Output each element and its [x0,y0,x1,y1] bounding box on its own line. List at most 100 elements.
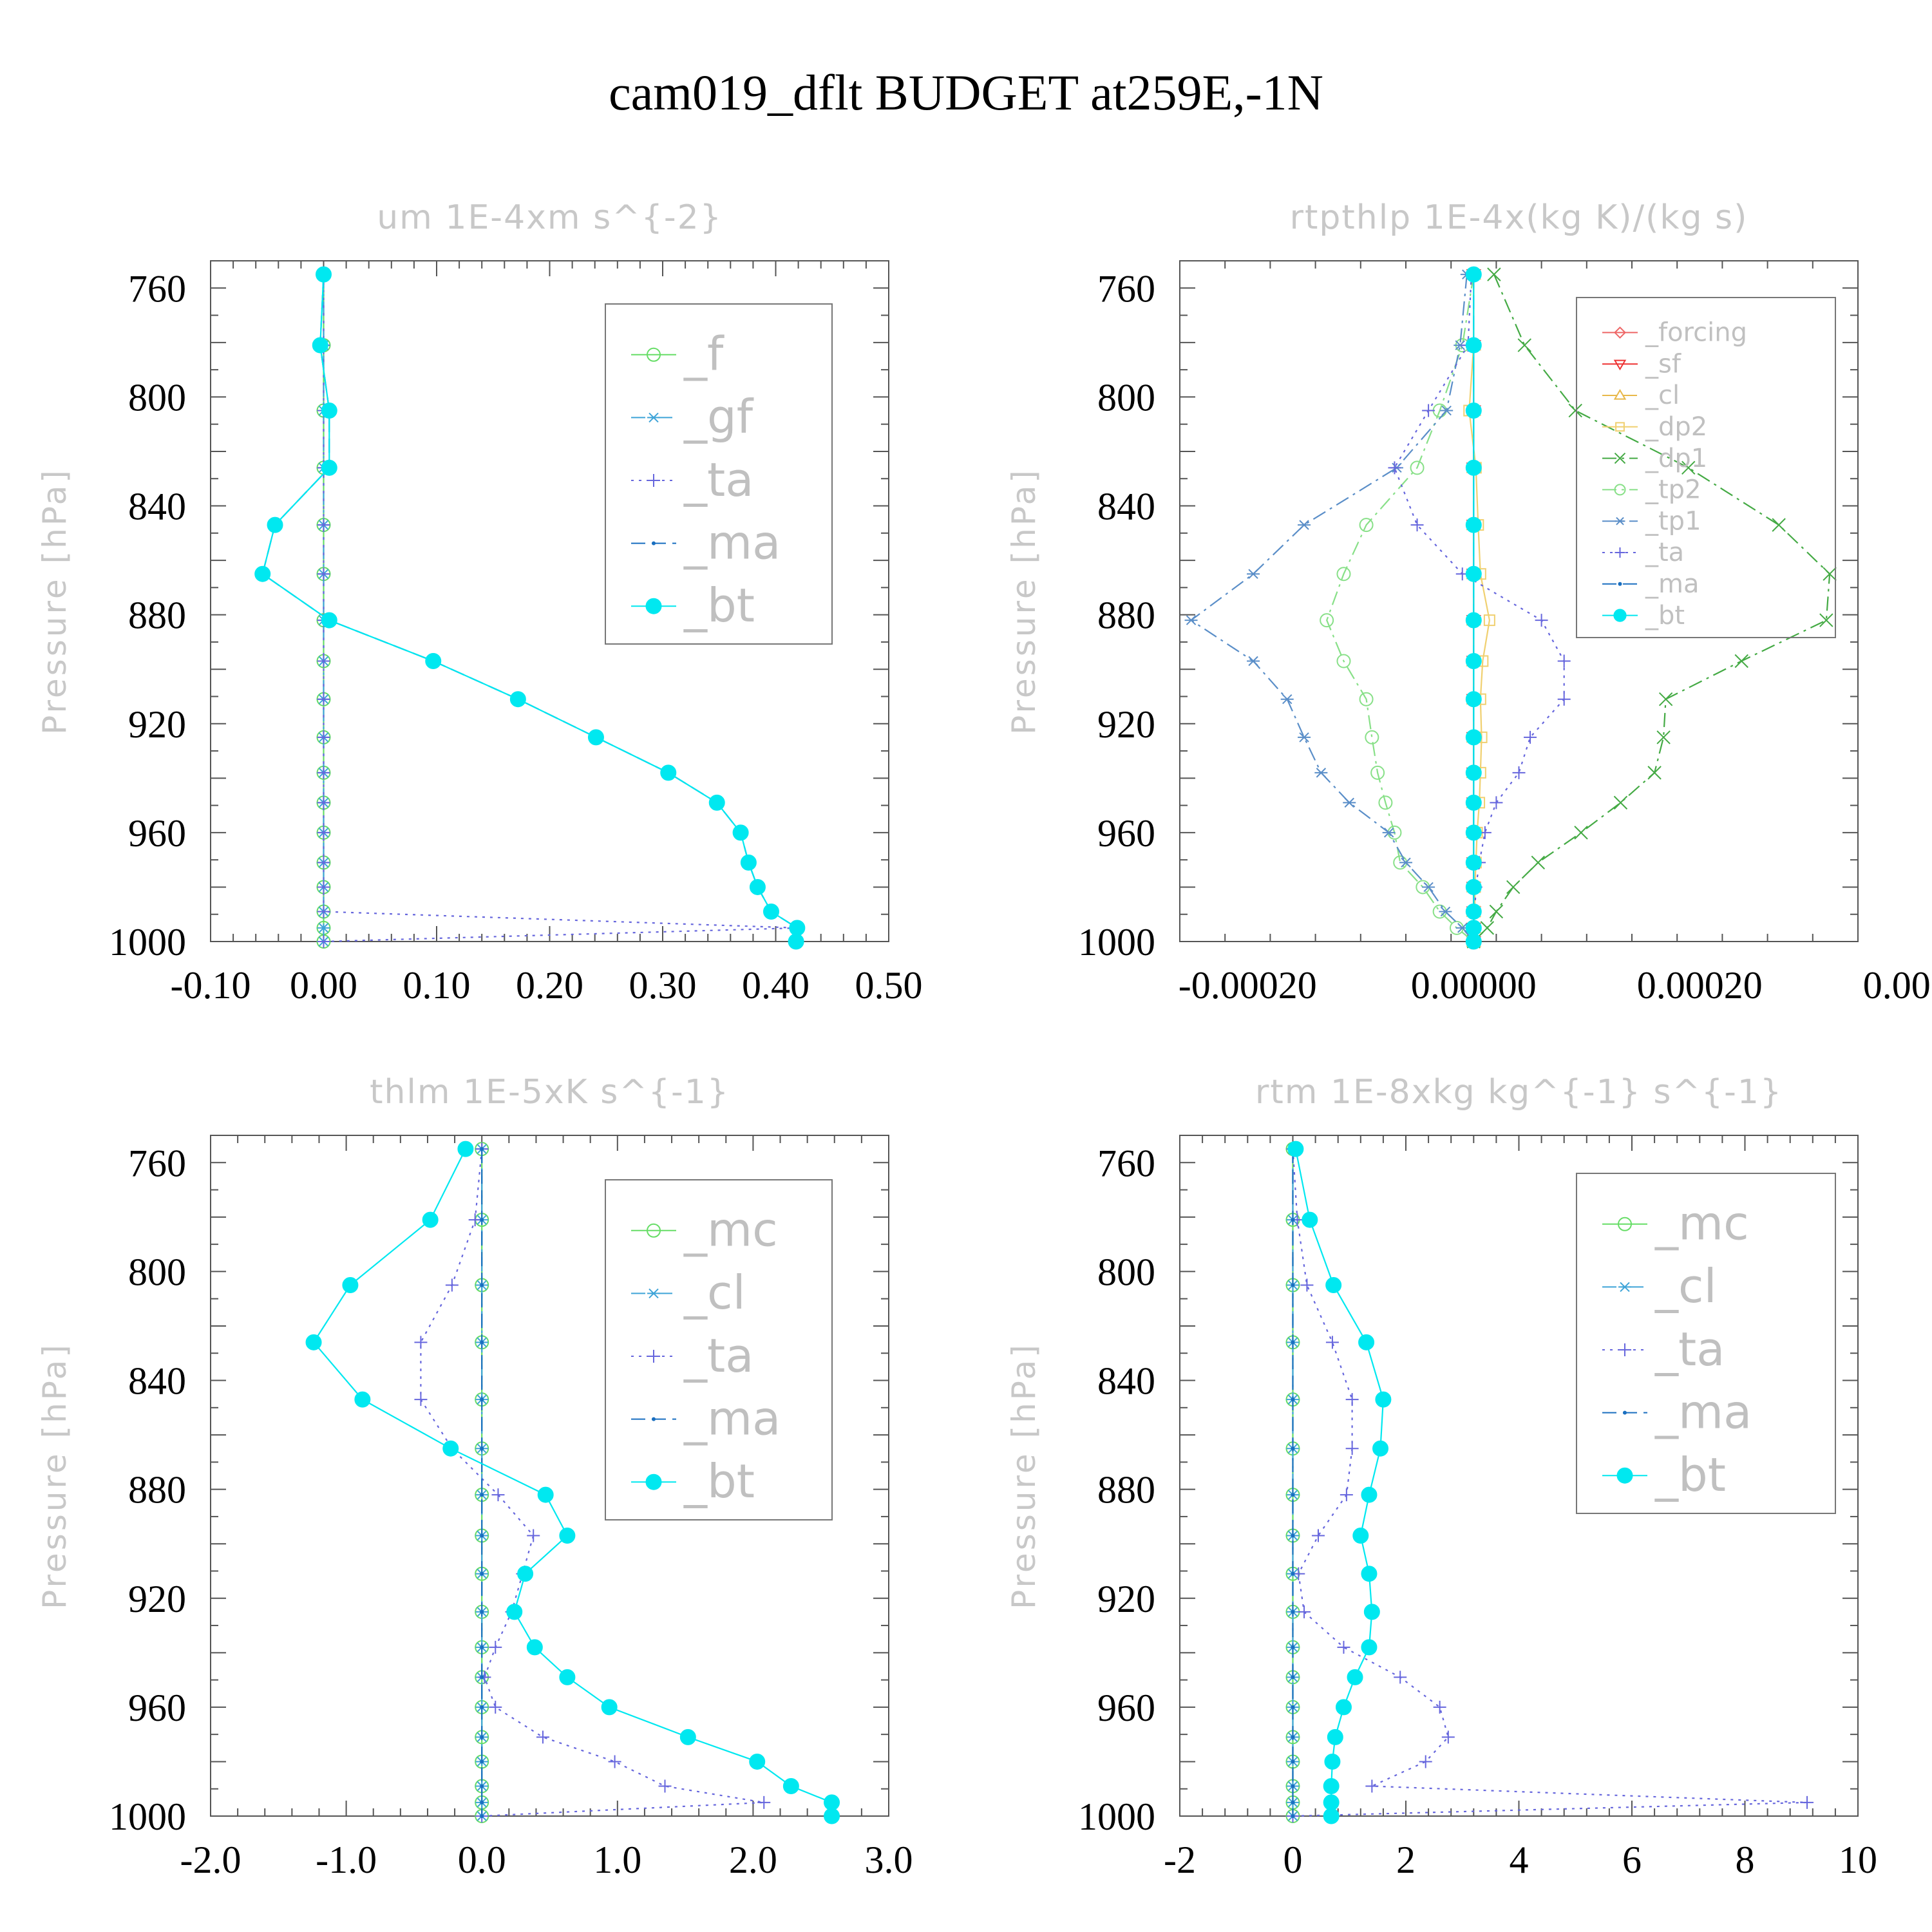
data-point [1298,1605,1311,1618]
legend-swatch-marker [647,1223,661,1238]
panel-title: rtm 1E-8xkg kg^{-1} s^{-1} [1255,1073,1783,1112]
data-point [305,1334,322,1350]
data-point [1323,1777,1340,1794]
data-point [1382,828,1396,838]
y-tick-label: 1000 [109,921,186,963]
y-tick-label: 920 [1097,1578,1155,1620]
data-point [317,518,330,532]
x-tick-label: 0.10 [403,964,471,1007]
data-point [480,1675,484,1680]
data-point [1465,824,1482,841]
data-point [1247,569,1260,579]
y-tick-label: 960 [128,812,186,855]
data-point [1302,1211,1318,1228]
data-point [480,1645,484,1649]
data-point [732,824,749,841]
data-point [1378,795,1393,810]
data-point [757,1795,771,1809]
chart-panel-3: thlm 1E-5xK s^{-1} Pressure [hPa] 760 800 84… [36,1073,913,1881]
x-tick-label: 0 [1283,1839,1303,1881]
data-point [480,1735,484,1739]
data-point [1568,403,1582,418]
data-point [1291,1340,1295,1345]
data-point [1336,654,1351,668]
data-point [480,1493,484,1497]
data-point [1410,518,1424,532]
data-point [1291,1705,1295,1709]
data-point [316,266,332,283]
data-point [1465,266,1482,283]
legend-swatch-marker [1618,1343,1631,1356]
legend-swatch-marker [645,598,662,614]
data-point [1465,729,1482,746]
series-tp2 [1320,267,1481,949]
data-point [1352,1528,1369,1544]
data-point [1465,854,1482,871]
data-point [1325,1277,1342,1294]
data-point [317,826,330,839]
data-point [1441,1730,1455,1744]
data-point [480,1814,484,1818]
plot-frame [1179,1135,1859,1817]
x-tick-label: 0.00020 [1637,964,1763,1007]
data-point [1465,933,1482,950]
data-point [1656,730,1671,744]
data-point [321,612,337,629]
legend-swatch-marker [1615,422,1625,432]
y-tick-label: 840 [1097,486,1155,528]
data-point [1325,1336,1339,1349]
data-point [1535,614,1548,627]
data-point [1465,565,1482,582]
legend-swatch-marker [1615,516,1625,526]
data-point [1340,1488,1353,1502]
data-point [480,1283,484,1287]
data-point [1291,1533,1295,1538]
data-point [1372,1440,1389,1457]
data-point [1291,1800,1295,1804]
data-point [1801,1795,1814,1809]
legend-swatch-marker [1613,389,1627,400]
x-tick-label: 3.0 [865,1839,913,1881]
y-tick-label: 880 [1097,594,1155,637]
data-point [1489,904,1504,919]
legend-swatch-marker [1618,582,1622,586]
data-point [480,1705,484,1709]
legend: _forcing_sf_cl_dp2_dp1_tp2_tp1_ta_ma_bt [1576,297,1836,638]
data-point [1574,826,1588,840]
legend-swatch-marker [647,1350,660,1363]
series-line [1294,1148,1385,1816]
data-point [788,933,804,950]
data-point [1419,1755,1432,1768]
plot-frame [1179,260,1859,942]
data-point [442,1440,459,1457]
data-point [317,935,330,948]
legend-swatch-marker [647,474,660,487]
legend: _mc _cl _ta _ma _bt [605,1179,833,1520]
legend-box [605,303,833,645]
data-point [1323,1794,1340,1811]
data-point [1311,1529,1325,1542]
data-point [782,1777,799,1794]
y-tick-label: 840 [128,486,186,528]
data-point [1291,1493,1295,1497]
legend-swatch-marker [1613,609,1627,622]
data-point [749,878,766,895]
data-point [1465,691,1482,708]
data-point [1320,613,1334,628]
data-point [601,1699,618,1716]
data-point [526,1639,543,1656]
data-point [480,1609,484,1614]
data-point [1772,518,1786,532]
data-point [1465,764,1482,781]
y-tick-label: 880 [128,594,186,637]
legend-swatch-marker [1614,452,1626,464]
data-point [1370,765,1385,780]
data-point [1345,1393,1359,1406]
legend-swatch-marker [647,1288,660,1299]
data-point [559,1528,576,1544]
data-point [1287,1141,1304,1157]
data-point [749,1753,766,1770]
data-point [658,1779,672,1793]
data-point [1823,567,1837,581]
data-point [1359,518,1374,533]
